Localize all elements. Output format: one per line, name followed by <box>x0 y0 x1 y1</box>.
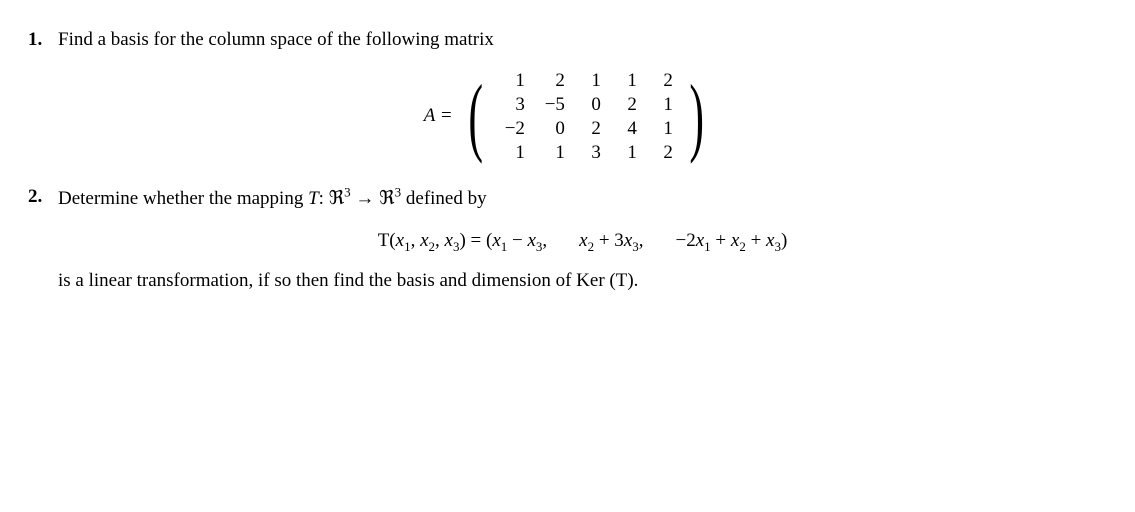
matrix-cell: 1 <box>570 69 606 93</box>
matrix-equation: A = ( 1 2 1 1 2 3 −5 0 2 1 −2 0 2 4 1 1 … <box>28 69 1107 165</box>
matrix-cell: 1 <box>494 141 530 165</box>
matrix-cell: 1 <box>606 141 642 165</box>
matrix-cell: 3 <box>570 141 606 165</box>
real-R-icon: ℜ <box>379 189 394 209</box>
equation-line: T(x1, x2, x3) = (x1 − x3, x2 + 3x3, −2x1… <box>58 227 1107 256</box>
matrix-cell: 0 <box>530 117 570 141</box>
matrix-body: 1 2 1 1 2 3 −5 0 2 1 −2 0 2 4 1 1 1 3 1 … <box>490 69 682 165</box>
matrix-cell: 4 <box>606 117 642 141</box>
matrix-cell: 2 <box>642 141 678 165</box>
intro-tail: defined by <box>401 188 486 209</box>
real-R-icon: ℜ <box>329 189 344 209</box>
matrix-cell: 1 <box>606 69 642 93</box>
matrix-cell: 2 <box>530 69 570 93</box>
intro-text: Determine whether the mapping <box>58 188 308 209</box>
matrix-cell: 1 <box>642 117 678 141</box>
equation-rhs: −2x1 + x2 + x3) <box>676 227 788 256</box>
matrix-cell: −2 <box>494 117 530 141</box>
matrix-cell: 1 <box>530 141 570 165</box>
equation-lhs: T(x1, x2, x3) = (x1 − x3, <box>378 227 547 256</box>
problem-intro: Determine whether the mapping T: ℜ3 → ℜ3… <box>58 188 487 209</box>
matrix-cell: 1 <box>494 69 530 93</box>
problem-text: Find a basis for the column space of the… <box>58 26 1107 55</box>
problem-1: 1. Find a basis for the column space of … <box>28 26 1107 55</box>
matrix-label: A = <box>424 102 453 131</box>
matrix-cell: 2 <box>606 93 642 117</box>
problem-2: 2. Determine whether the mapping T: ℜ3 →… <box>28 183 1107 296</box>
colon: : <box>319 188 329 209</box>
matrix-row: −2 0 2 4 1 <box>494 117 678 141</box>
matrix-cell: 2 <box>570 117 606 141</box>
matrix-row: 3 −5 0 2 1 <box>494 93 678 117</box>
problem-number: 1. <box>28 26 54 55</box>
matrix-row: 1 2 1 1 2 <box>494 69 678 93</box>
matrix-cell: 3 <box>494 93 530 117</box>
matrix-cell: −5 <box>530 93 570 117</box>
matrix-left-paren: ( <box>461 73 490 161</box>
closing-text: is a linear transformation, if so then f… <box>58 267 1107 296</box>
equation-mid: x2 + 3x3, <box>579 227 643 256</box>
matrix-cell: 0 <box>570 93 606 117</box>
mapping-T: T <box>308 188 319 209</box>
arrow-icon: → <box>351 188 380 209</box>
problem-content: Determine whether the mapping T: ℜ3 → ℜ3… <box>58 183 1107 296</box>
matrix-row: 1 1 3 1 2 <box>494 141 678 165</box>
problem-content: Find a basis for the column space of the… <box>58 26 1107 55</box>
matrix-cell: 1 <box>642 93 678 117</box>
problem-number: 2. <box>28 183 54 296</box>
matrix-right-paren: ) <box>682 73 711 161</box>
matrix-cell: 2 <box>642 69 678 93</box>
